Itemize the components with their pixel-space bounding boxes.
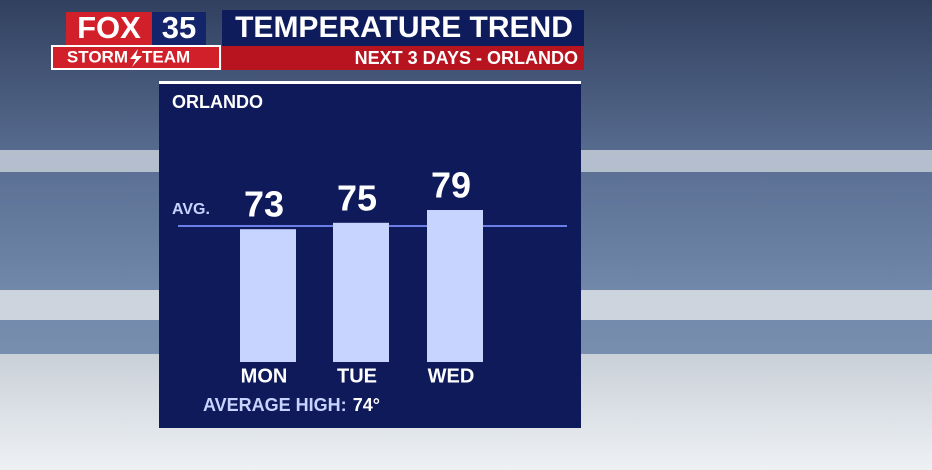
average-value: 74° xyxy=(353,395,380,415)
average-label: AVERAGE HIGH: xyxy=(203,395,347,415)
x-tick-label: MON xyxy=(241,365,288,387)
team-left: STORM xyxy=(67,47,128,66)
bar xyxy=(333,222,389,362)
value-label: 79 xyxy=(431,165,471,206)
bar xyxy=(240,229,296,362)
chart-title: ORLANDO xyxy=(172,92,263,112)
x-tick-label: WED xyxy=(428,365,475,387)
logo-channel: 35 xyxy=(162,10,196,45)
panel-border xyxy=(159,81,581,84)
bolt-icon xyxy=(130,49,142,67)
value-label: 75 xyxy=(337,177,377,218)
subtitle: NEXT 3 DAYS - ORLANDO xyxy=(355,48,578,68)
average-line-label: AVG. xyxy=(172,201,210,218)
subtitle-bar xyxy=(222,46,584,70)
logo-fox: FOX xyxy=(77,10,141,45)
plot: AVG. 73 MON 75 TUE 79 WED AVERAGE HIGH: 74° xyxy=(172,165,567,415)
title: TEMPERATURE TREND xyxy=(235,11,573,44)
team-right: TEAM xyxy=(142,47,190,66)
logo: FOX 35 STORM TEAM xyxy=(51,10,221,70)
title-bar xyxy=(222,10,584,46)
logo-fox-box xyxy=(66,12,152,46)
x-tick-label: TUE xyxy=(337,365,377,387)
value-label: 73 xyxy=(244,184,284,225)
logo-channel-box xyxy=(152,12,206,46)
bar xyxy=(427,210,483,362)
